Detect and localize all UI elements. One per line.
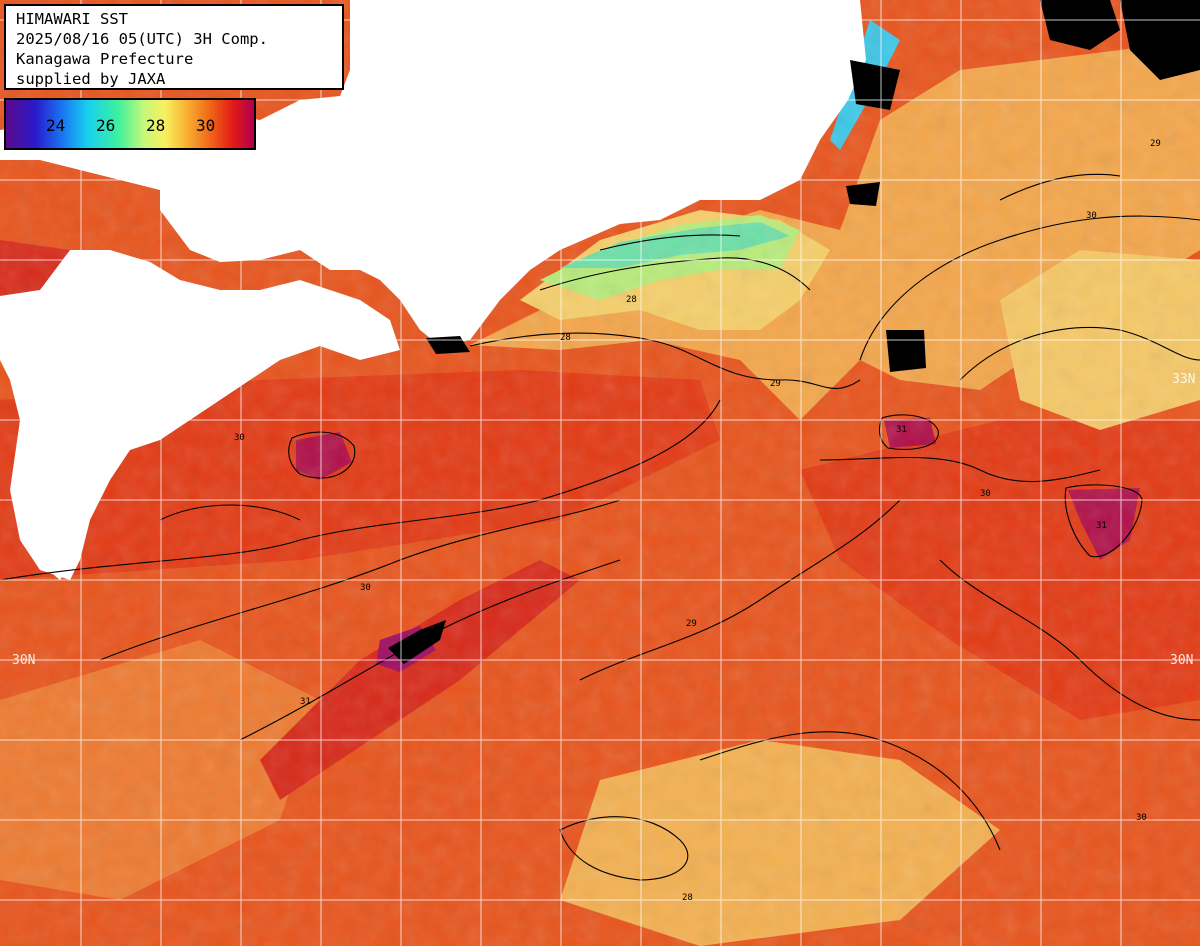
land-islet-b	[770, 134, 808, 176]
legend-tick-24: 24	[46, 116, 66, 135]
lat-label-left-lower: 30N	[12, 653, 36, 668]
land-islet-c	[564, 0, 600, 20]
contour-label: 30	[1136, 813, 1147, 823]
cloud-mid	[886, 330, 926, 372]
contour-label: 28	[626, 295, 637, 305]
legend-tick-28: 28	[146, 116, 166, 135]
timestamp: 2025/08/16 05(UTC) 3H Comp.	[16, 30, 268, 48]
contour-line	[0, 399, 721, 581]
temperature-color-legend: 24 26 28 30	[4, 98, 256, 150]
contour-label: 31	[896, 425, 907, 435]
contour-value-labels: 28 28 29 30 31 31 31 29 30 30 30 29 28 3…	[234, 139, 1161, 903]
contour-line	[859, 215, 1200, 361]
cloud-ne-a	[1040, 0, 1120, 50]
lat-label-right-upper: 33N	[1172, 372, 1196, 387]
lon-label-top: 136E	[486, 2, 501, 34]
region-name: Kanagawa Prefecture	[16, 50, 194, 68]
cloud-ne-c	[850, 60, 900, 110]
contour-label: 29	[686, 619, 697, 629]
contour-label: 30	[1086, 211, 1097, 221]
land-shikoku	[0, 250, 400, 580]
contour-label: 31	[300, 697, 311, 707]
legend-tick-26: 26	[96, 116, 116, 135]
lat-label-left-upper: 33	[14, 372, 30, 387]
legend-tick-30: 30	[196, 116, 216, 135]
contour-label: 29	[770, 379, 781, 389]
lat-label-right-lower: 30N	[1170, 653, 1194, 668]
contour-line	[99, 499, 621, 661]
contour-label: 29	[1150, 139, 1161, 149]
contour-line	[579, 499, 901, 681]
land-southern-tip	[44, 516, 72, 580]
contour-label: 28	[682, 893, 693, 903]
contour-line	[159, 504, 301, 521]
product-title: HIMAWARI SST	[16, 10, 128, 28]
contour-label: 31	[1096, 521, 1107, 531]
contour-label: 30	[360, 583, 371, 593]
land-peninsula	[520, 200, 560, 245]
contour-line	[959, 326, 1200, 381]
contour-line	[288, 431, 356, 479]
contour-line	[819, 456, 1101, 483]
contour-label: 30	[980, 489, 991, 499]
contour-line	[1064, 484, 1143, 558]
contour-label: 28	[560, 333, 571, 343]
contour-line	[559, 816, 689, 881]
contour-label: 30	[234, 433, 245, 443]
title-box: HIMAWARI SST 2025/08/16 05(UTC) 3H Comp.…	[4, 4, 344, 90]
contour-line	[469, 332, 861, 389]
cloud-coast	[846, 182, 880, 206]
contour-line	[539, 257, 811, 291]
contour-line	[999, 173, 1121, 201]
contour-line	[878, 414, 939, 450]
data-credit: supplied by JAXA	[16, 70, 166, 88]
contour-line	[599, 234, 741, 251]
